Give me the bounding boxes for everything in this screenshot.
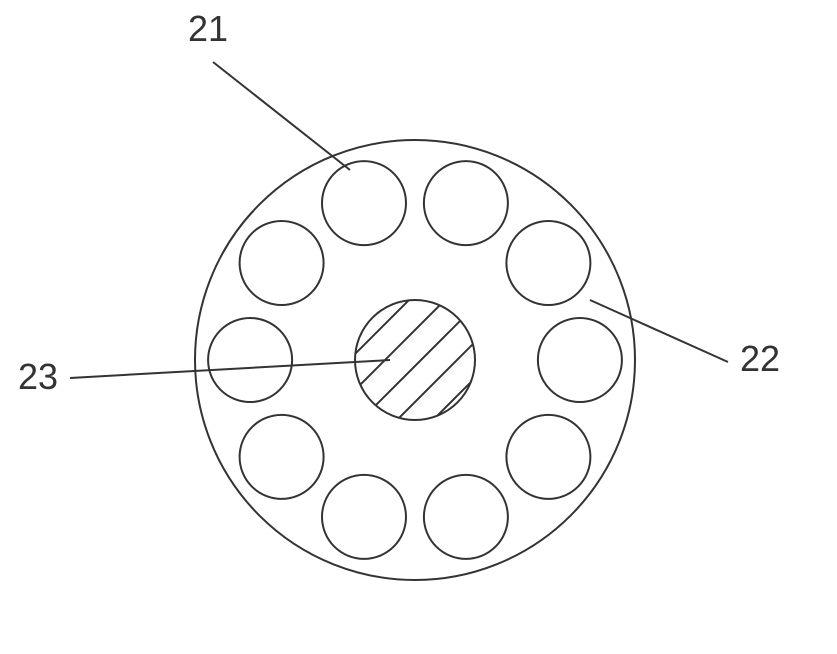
center-circle-group	[289, 204, 577, 492]
leader-line-23	[70, 360, 390, 378]
small-circle	[506, 221, 590, 305]
diagram-svg	[0, 0, 837, 649]
small-circle	[240, 415, 324, 499]
small-circle	[424, 161, 508, 245]
small-circle	[240, 221, 324, 305]
small-circle	[208, 318, 292, 402]
small-circle	[322, 161, 406, 245]
small-circle	[322, 475, 406, 559]
small-circles-group	[208, 161, 622, 559]
hatch-lines	[289, 204, 577, 492]
leader-line-21	[213, 62, 350, 170]
small-circle	[424, 475, 508, 559]
outer-circle	[195, 140, 635, 580]
diagram-container: 21 22 23	[0, 0, 837, 649]
small-circle	[506, 415, 590, 499]
label-22: 22	[740, 338, 780, 380]
label-21: 21	[188, 8, 228, 50]
label-23: 23	[18, 356, 58, 398]
small-circle	[538, 318, 622, 402]
